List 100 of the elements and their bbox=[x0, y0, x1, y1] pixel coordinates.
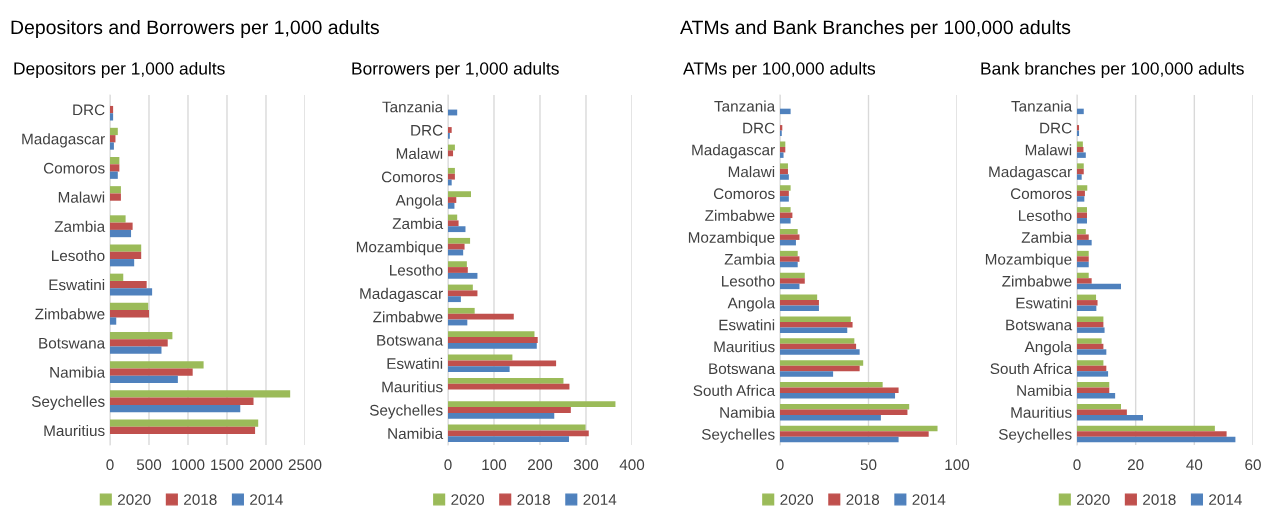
y-tick-label: Namibia bbox=[1017, 384, 1073, 396]
bar bbox=[1077, 261, 1089, 268]
legend-label: 2020 bbox=[118, 494, 151, 505]
y-tick-label: DRC bbox=[73, 104, 105, 116]
bar bbox=[110, 390, 291, 398]
bar bbox=[1077, 196, 1085, 202]
bar bbox=[448, 401, 616, 408]
bar bbox=[1077, 327, 1105, 333]
y-tick-label: DRC bbox=[743, 122, 775, 134]
bar bbox=[780, 294, 818, 301]
bar bbox=[1077, 141, 1083, 147]
bar bbox=[448, 331, 535, 338]
bar bbox=[780, 343, 857, 350]
x-tick-label: 400 bbox=[619, 459, 645, 471]
bar bbox=[110, 105, 114, 114]
bar bbox=[110, 339, 168, 347]
bar bbox=[1077, 300, 1098, 306]
y-tick-label: Tanzania bbox=[714, 100, 776, 112]
y-tick-label: Angola bbox=[1024, 341, 1073, 356]
bar bbox=[780, 141, 786, 147]
y-tick-label: Lesotho bbox=[52, 249, 105, 262]
bar bbox=[780, 425, 938, 432]
y-tick-label: Mauritius bbox=[382, 381, 443, 393]
y-tick-label: Madagascar bbox=[22, 133, 105, 148]
bar bbox=[1077, 294, 1097, 301]
y-tick-label: Comoros bbox=[43, 162, 105, 174]
bar bbox=[1077, 431, 1227, 437]
bar bbox=[780, 431, 929, 437]
bar bbox=[780, 338, 855, 344]
bar bbox=[780, 316, 851, 322]
y-tick-label: Eswatini bbox=[49, 279, 105, 291]
y-tick-label: Mauritius bbox=[44, 424, 105, 437]
y-tick-label: Mauritius bbox=[1011, 406, 1072, 418]
bar bbox=[1077, 382, 1110, 388]
y-tick-label: Malawi bbox=[58, 191, 105, 203]
bar bbox=[1077, 365, 1107, 372]
x-tick-label: 2500 bbox=[288, 459, 322, 471]
y-tick-label: Zimbabwe bbox=[1002, 275, 1072, 287]
bar bbox=[1077, 409, 1127, 415]
legend-label: 2020 bbox=[451, 494, 485, 505]
legend-label: 2018 bbox=[846, 494, 880, 505]
y-tick-label: Malawi bbox=[396, 147, 443, 160]
bar bbox=[110, 310, 149, 318]
bar bbox=[1077, 218, 1087, 224]
y-tick-label: Botswana bbox=[39, 337, 106, 349]
bar bbox=[780, 250, 798, 257]
y-tick-label: Botswana bbox=[1006, 319, 1073, 331]
text: ATMs and Bank Branches per 100,000 adults bbox=[680, 19, 1071, 39]
x-tick-label: 60 bbox=[1245, 459, 1261, 471]
bar bbox=[448, 179, 452, 186]
bar bbox=[1077, 360, 1104, 366]
x-tick-label: 100 bbox=[482, 459, 507, 471]
y-tick-label: Zimbabwe bbox=[705, 209, 775, 221]
y-tick-label: Namibia bbox=[720, 406, 776, 418]
text: Depositors and Borrowers per 1,000 adults bbox=[11, 19, 379, 39]
bar bbox=[110, 186, 121, 194]
legend-label: 2018 bbox=[1143, 494, 1176, 505]
bar bbox=[780, 218, 791, 224]
bar bbox=[448, 377, 564, 384]
y-tick-label: Seychelles bbox=[369, 404, 443, 419]
bar bbox=[448, 272, 478, 279]
bar bbox=[448, 202, 455, 209]
legend-label: 2014 bbox=[583, 494, 617, 505]
legend-label: 2020 bbox=[780, 494, 814, 505]
bar bbox=[1077, 228, 1086, 235]
y-tick-label: Zimbabwe bbox=[373, 311, 443, 323]
y-tick-label: Eswatini bbox=[387, 357, 443, 370]
bar bbox=[110, 142, 114, 150]
legend-label: 2014 bbox=[1209, 494, 1242, 505]
y-tick-label: DRC bbox=[1040, 122, 1072, 134]
bar bbox=[1077, 163, 1084, 169]
bar bbox=[110, 317, 117, 325]
bar bbox=[448, 261, 467, 268]
y-tick-label: Malawi bbox=[1025, 144, 1072, 156]
bar bbox=[1077, 207, 1087, 213]
x-tick-label: 2000 bbox=[249, 459, 283, 471]
bar bbox=[1077, 256, 1089, 262]
bar bbox=[780, 174, 789, 180]
bar bbox=[780, 278, 805, 284]
bar bbox=[1077, 130, 1080, 137]
y-tick-label: Tanzania bbox=[1011, 100, 1073, 112]
bar bbox=[110, 375, 178, 384]
bar bbox=[448, 436, 569, 443]
bar bbox=[110, 156, 120, 165]
x-tick-label: 0 bbox=[1073, 459, 1081, 471]
bar bbox=[780, 327, 848, 333]
y-tick-label: Mozambique bbox=[356, 241, 443, 256]
y-tick-label: Lesotho bbox=[1019, 209, 1072, 221]
bar bbox=[780, 300, 819, 306]
y-tick-label: Seychelles bbox=[701, 428, 775, 443]
bar bbox=[110, 251, 142, 260]
bar bbox=[1077, 343, 1104, 350]
bar bbox=[448, 296, 461, 303]
bar bbox=[780, 256, 800, 262]
bar bbox=[780, 152, 784, 158]
chart-title: ATMs per 100,000 adults bbox=[683, 61, 876, 79]
y-tick-label: Botswana bbox=[377, 335, 444, 346]
bar bbox=[1077, 425, 1215, 432]
legend-label: 2020 bbox=[1077, 494, 1110, 505]
bar bbox=[110, 280, 147, 289]
